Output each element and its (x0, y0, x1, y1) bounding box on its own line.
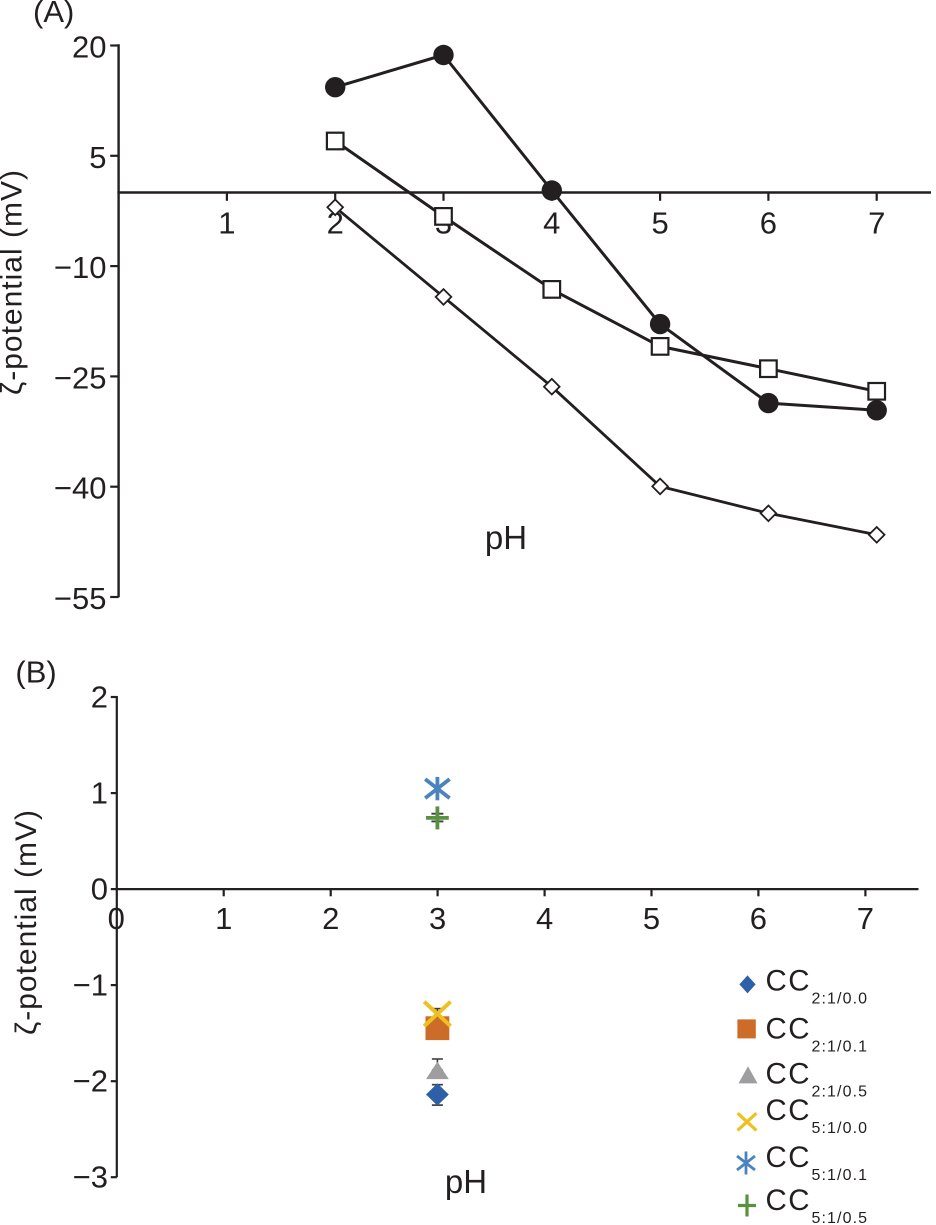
svg-text:6: 6 (760, 206, 777, 241)
svg-text:4: 4 (536, 901, 553, 936)
svg-text:pH: pH (445, 1163, 487, 1200)
svg-text:5: 5 (651, 206, 668, 241)
svg-text:1: 1 (91, 776, 108, 811)
svg-text:−2: −2 (73, 1064, 108, 1099)
svg-text:2: 2 (327, 206, 344, 241)
svg-text:−1: −1 (73, 968, 108, 1003)
svg-text:−25: −25 (54, 360, 107, 395)
svg-text:5:1/0.5: 5:1/0.5 (812, 1210, 869, 1225)
svg-text:5: 5 (643, 901, 660, 936)
svg-text:CC: CC (766, 964, 812, 997)
svg-text:−55: −55 (54, 581, 107, 616)
svg-text:CC: CC (766, 1184, 812, 1217)
svg-text:2: 2 (91, 680, 108, 715)
svg-text:CC: CC (766, 1012, 812, 1045)
svg-text:5:1/0.1: 5:1/0.1 (812, 1167, 869, 1184)
svg-text:4: 4 (543, 206, 560, 241)
svg-text:2: 2 (322, 901, 339, 936)
svg-text:−10: −10 (54, 250, 107, 285)
svg-text:3: 3 (429, 901, 446, 936)
svg-text:7: 7 (857, 901, 874, 936)
svg-text:2:1/0.1: 2:1/0.1 (812, 1038, 869, 1055)
svg-text:pH: pH (485, 519, 527, 556)
svg-text:1: 1 (218, 206, 235, 241)
svg-text:5: 5 (89, 140, 106, 175)
svg-text:ζ-potential (mV): ζ-potential (mV) (0, 169, 29, 395)
svg-text:2:1/0.5: 2:1/0.5 (812, 1083, 869, 1100)
svg-text:(A): (A) (33, 0, 74, 29)
svg-text:−3: −3 (73, 1160, 108, 1195)
svg-text:6: 6 (750, 901, 767, 936)
svg-text:7: 7 (868, 206, 885, 241)
svg-text:5:1/0.0: 5:1/0.0 (812, 1120, 869, 1137)
svg-text:ζ-potential (mV): ζ-potential (mV) (10, 809, 43, 1035)
svg-text:−40: −40 (54, 471, 107, 506)
svg-text:CC: CC (766, 1094, 812, 1127)
svg-text:1: 1 (215, 901, 232, 936)
svg-text:(B): (B) (15, 655, 56, 690)
svg-text:0: 0 (108, 901, 125, 936)
svg-text:20: 20 (72, 30, 106, 65)
svg-text:CC: CC (766, 1057, 812, 1090)
svg-text:CC: CC (766, 1141, 812, 1174)
svg-text:2:1/0.0: 2:1/0.0 (812, 990, 869, 1007)
svg-text:0: 0 (91, 872, 108, 907)
